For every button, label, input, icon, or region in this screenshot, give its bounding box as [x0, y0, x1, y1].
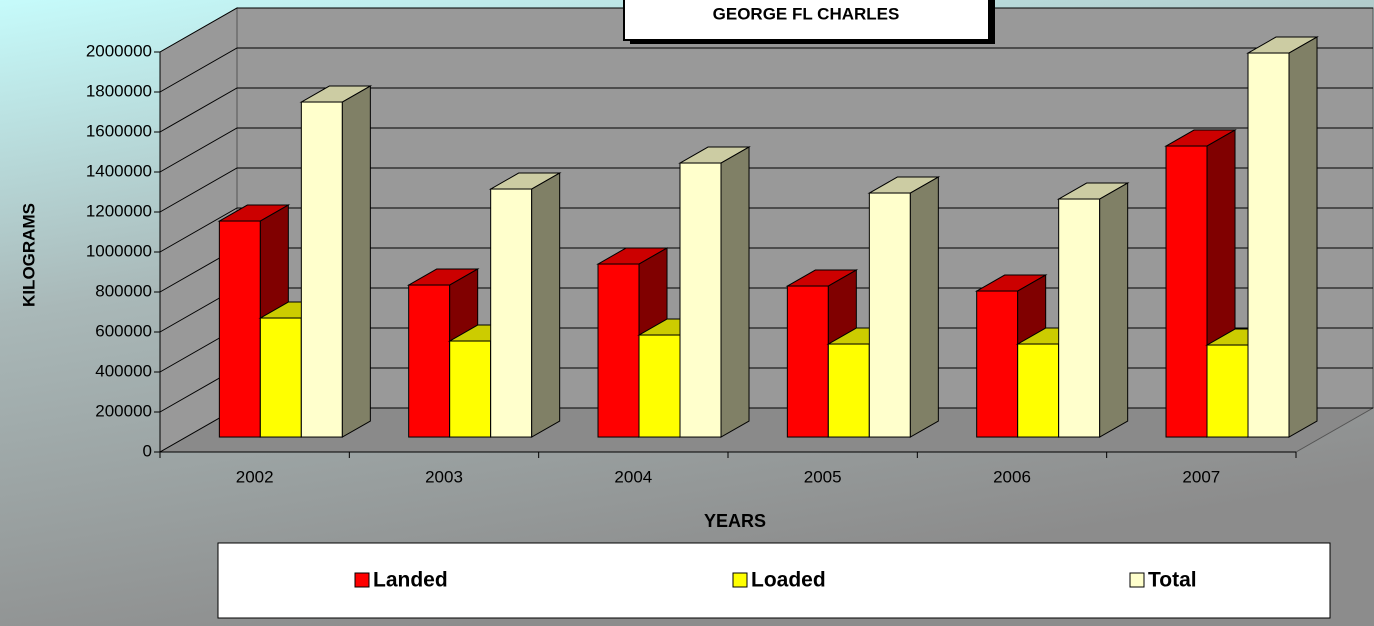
- bar-side: [341, 85, 371, 438]
- bar-front: [300, 101, 343, 438]
- y-tick-label: 200000: [95, 401, 152, 420]
- bar-front: [408, 284, 451, 438]
- y-tick-label: 400000: [95, 361, 152, 380]
- legend-swatch: [732, 572, 748, 588]
- bar-front: [1058, 198, 1101, 438]
- grid-line: [159, 87, 1373, 133]
- x-tick-label: 2002: [236, 467, 274, 486]
- bar-side: [720, 146, 750, 438]
- legend-swatch: [354, 572, 370, 588]
- legend-label: Total: [1148, 569, 1197, 592]
- legend-label: Loaded: [751, 569, 826, 592]
- bar-front: [868, 192, 911, 438]
- bar-front: [827, 343, 870, 438]
- y-tick-label: 1800000: [86, 81, 152, 100]
- plot-area: 0 200000 400000 600000 800000 1000000 1200000 1…: [86, 7, 1374, 486]
- x-tick-label: 2007: [1182, 467, 1220, 486]
- bar: [488, 172, 562, 438]
- legend-items: Landed Loaded Total: [354, 569, 1197, 592]
- bar: [1056, 182, 1130, 438]
- y-axis-label: KILOGRAMS: [19, 203, 38, 307]
- bar-front: [449, 340, 492, 438]
- y-tick-label: 800000: [95, 281, 152, 300]
- x-axis-label: YEARS: [704, 511, 766, 531]
- grid-line: [159, 207, 1373, 253]
- bar-front: [1247, 52, 1290, 438]
- x-tick-label: 2003: [425, 467, 463, 486]
- grid-line: [159, 167, 1373, 213]
- bar-front: [786, 285, 829, 438]
- bar-front: [1206, 344, 1249, 438]
- bar-front: [259, 317, 302, 438]
- bar: [1246, 36, 1319, 438]
- legend-swatch: [1129, 572, 1145, 588]
- bar-front: [597, 263, 640, 438]
- bar-side: [909, 176, 939, 438]
- legend: [217, 542, 1331, 619]
- bar-front: [638, 334, 681, 438]
- y-tick-label: 1200000: [86, 201, 152, 220]
- bar: [867, 176, 941, 438]
- bar-front: [679, 162, 722, 438]
- legend-label: Landed: [373, 569, 448, 592]
- y-tick-label: 1400000: [86, 161, 152, 180]
- bar-side: [1099, 182, 1129, 438]
- y-tick-label: 2000000: [86, 41, 152, 60]
- title-box: [623, 0, 990, 41]
- bar-front: [976, 290, 1019, 438]
- bar-front: [1017, 343, 1060, 438]
- bar-side: [531, 172, 561, 438]
- grid-line: [159, 47, 1373, 93]
- y-tick-label: 600000: [95, 321, 152, 340]
- bar-side: [1288, 36, 1318, 438]
- bar-front: [490, 188, 533, 438]
- x-tick-label: 2005: [804, 467, 842, 486]
- x-tick-label: 2006: [993, 467, 1031, 486]
- y-tick-label: 1600000: [86, 121, 152, 140]
- bar-front: [1165, 145, 1208, 438]
- bar: [299, 85, 373, 438]
- y-tick-label: 1000000: [86, 241, 152, 260]
- y-tick-label: 0: [143, 441, 152, 460]
- x-tick-label: 2004: [614, 467, 652, 486]
- bar-front: [218, 220, 261, 438]
- chart-title: GEORGE FL CHARLES: [713, 4, 900, 23]
- bar: [678, 146, 751, 438]
- grid-line: [159, 127, 1373, 173]
